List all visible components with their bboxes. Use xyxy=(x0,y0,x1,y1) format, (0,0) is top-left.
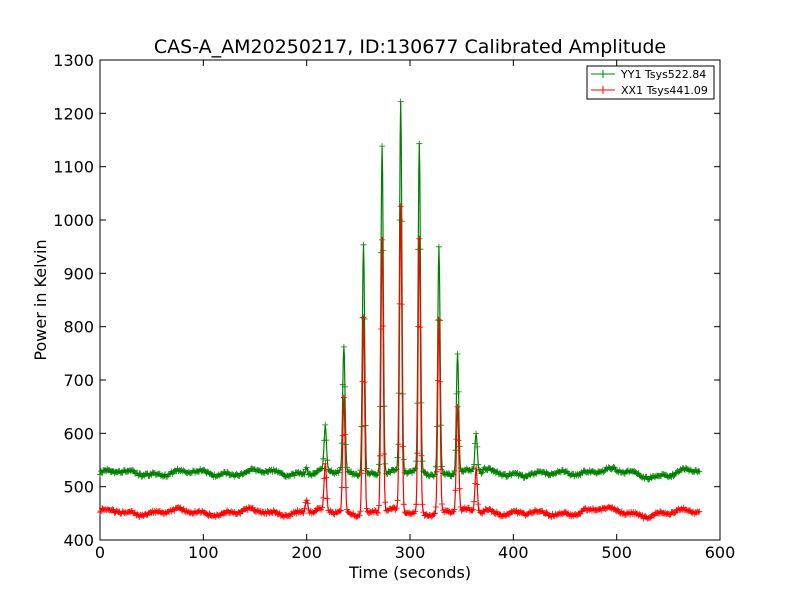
y-tick-label: 700 xyxy=(63,371,94,390)
y-axis-label: Power in Kelvin xyxy=(31,239,50,360)
y-tick-label: 1300 xyxy=(53,51,94,70)
x-tick-label: 0 xyxy=(95,543,105,562)
x-tick-label: 300 xyxy=(395,543,426,562)
series-markers-xx1 xyxy=(97,203,703,522)
y-tick-label: 500 xyxy=(63,478,94,497)
series-group xyxy=(97,98,703,522)
y-tick-label: 1100 xyxy=(53,158,94,177)
legend: YY1 Tsys522.84 XX1 Tsys441.09 xyxy=(586,65,715,100)
x-tick-label: 200 xyxy=(291,543,322,562)
x-tick-label: 400 xyxy=(498,543,529,562)
x-tick-label: 100 xyxy=(188,543,219,562)
y-tick-label: 1200 xyxy=(53,104,94,123)
chart-title: CAS-A_AM20250217, ID:130677 Calibrated A… xyxy=(154,36,666,58)
x-tick-label: 600 xyxy=(705,543,736,562)
y-tick-label: 400 xyxy=(63,531,94,550)
legend-box xyxy=(586,65,715,100)
x-tick-label: 500 xyxy=(601,543,632,562)
legend-label-yy1: YY1 Tsys522.84 xyxy=(620,68,706,81)
series-markers-yy1 xyxy=(97,98,703,483)
x-axis-label: Time (seconds) xyxy=(348,563,471,582)
y-tick-label: 1000 xyxy=(53,211,94,230)
y-tick-label: 800 xyxy=(63,318,94,337)
y-tick-label: 600 xyxy=(63,424,94,443)
y-tick-label: 900 xyxy=(63,264,94,283)
axis-ticks: 0 100 200 300 400 500 600 400 500 600 700 800 900 100… xyxy=(53,51,735,562)
legend-label-xx1: XX1 Tsys441.09 xyxy=(621,84,708,97)
